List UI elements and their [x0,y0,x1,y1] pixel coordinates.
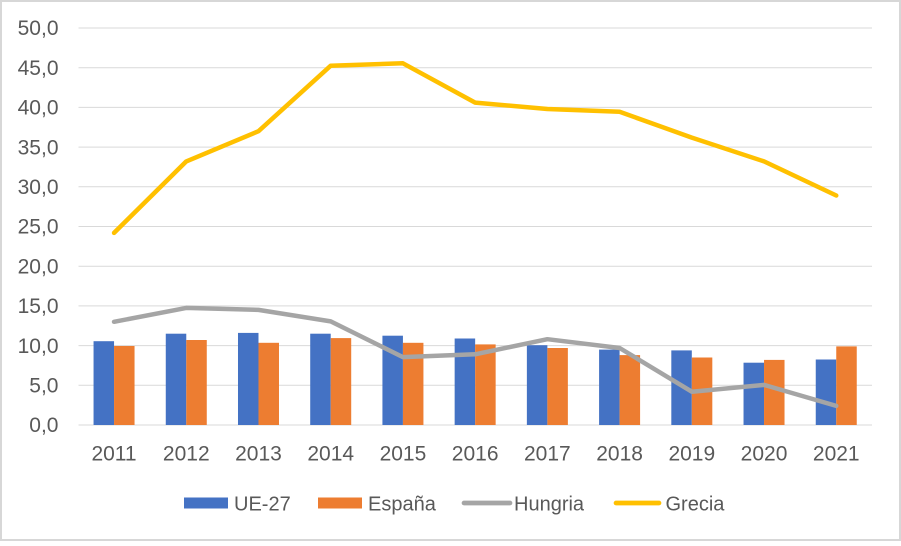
svg-text:Hungria: Hungria [514,494,585,516]
svg-text:35,0: 35,0 [18,136,59,159]
svg-text:2011: 2011 [91,443,136,466]
svg-text:2020: 2020 [741,443,788,466]
svg-text:2012: 2012 [163,443,210,466]
svg-text:UE-27: UE-27 [234,494,291,516]
svg-text:45,0: 45,0 [18,57,59,80]
svg-text:0,0: 0,0 [29,414,58,437]
svg-text:2021: 2021 [813,443,860,466]
svg-text:5,0: 5,0 [29,375,58,398]
svg-text:2016: 2016 [452,443,499,466]
svg-text:2013: 2013 [235,443,282,466]
svg-text:2017: 2017 [524,443,571,466]
svg-text:50,0: 50,0 [18,17,59,40]
svg-text:España: España [368,494,437,516]
svg-text:2014: 2014 [307,443,354,466]
svg-text:15,0: 15,0 [18,295,59,318]
svg-text:10,0: 10,0 [18,335,59,358]
svg-text:2015: 2015 [380,443,427,466]
svg-text:40,0: 40,0 [18,97,59,120]
svg-text:30,0: 30,0 [18,176,59,199]
svg-text:Grecia: Grecia [666,494,726,516]
svg-text:25,0: 25,0 [18,216,59,239]
svg-text:2019: 2019 [668,443,715,466]
svg-text:2018: 2018 [596,443,643,466]
svg-text:20,0: 20,0 [18,255,59,278]
